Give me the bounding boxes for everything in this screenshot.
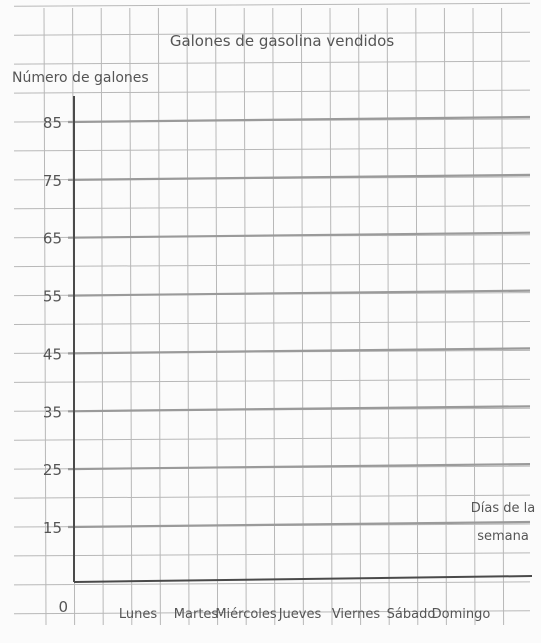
grid-horizontal-line [13,263,531,268]
y-tick-label: 75 [43,172,62,190]
value-gridline [67,405,531,413]
grid-horizontal-line [13,378,531,383]
grid-horizontal-line [13,552,531,557]
value-gridline [67,231,531,239]
grid-horizontal-line [13,610,531,615]
y-tick-label: 35 [43,403,62,421]
grid-horizontal-line [13,2,531,7]
grid-vertical-line [215,7,219,626]
x-category-label: Domingo [432,607,491,622]
grid-horizontal-line [13,581,531,586]
value-gridline [67,347,531,355]
chart-labels: Galones de gasolina vendidos Número de g… [12,32,535,544]
chart-title: Galones de gasolina vendidos [170,32,395,50]
value-gridline [67,520,531,529]
x-category-label: Viernes [332,607,381,622]
y-tick-label: 45 [43,345,62,363]
grid-horizontal-line [13,89,531,94]
grid-horizontal-line [13,321,531,325]
grid-horizontal-line [13,31,531,36]
grid-horizontal-line [13,147,531,152]
x-category-label: Martes [174,607,219,622]
x-category-label: Jueves [278,607,322,622]
y-tick-label: 15 [43,519,62,537]
grid-vertical-line [329,7,333,626]
chart-axes [73,96,533,583]
grid-vertical-line [100,7,104,626]
value-gridline [67,463,531,471]
grid-horizontal-line [13,205,531,210]
grid-vertical-line [443,7,447,626]
chart-grid [13,2,531,626]
grid-horizontal-line [13,60,531,65]
grid-vertical-line [243,7,247,626]
y-axis-label: Número de galones [12,70,149,86]
grid-horizontal-line [13,494,531,499]
grid-vertical-line [272,7,276,626]
x-category-label: Miércoles [215,607,277,622]
grid-vertical-line [129,7,133,626]
grid-vertical-line [157,7,161,626]
x-axis-label-line2: semana [477,529,529,544]
y-tick-label: 55 [43,288,62,306]
y-tick-label: 85 [43,114,62,132]
grid-vertical-line [358,7,362,626]
grid-vertical-line [386,7,390,626]
x-axis-label-line1: Días de la [471,501,535,516]
x-category-label: Lunes [119,607,157,622]
x-category-label: Sábado [387,607,436,622]
y-tick-label: 65 [43,230,62,248]
chart-ticks: 0 15 25 35 45 55 65 75 85 [43,114,68,616]
grid-vertical-line [472,7,476,626]
value-gridline [67,289,531,297]
grid-vertical-line [43,7,47,626]
grid-vertical-line [186,7,190,626]
grid-horizontal-line [13,436,531,441]
x-axis-line [73,575,533,583]
value-gridline [67,173,531,181]
grid-vertical-line [415,7,419,626]
y-tick-label: 0 [58,598,68,616]
y-tick-label: 25 [43,461,62,479]
value-gridline [67,115,531,124]
grid-vertical-line [300,7,304,626]
